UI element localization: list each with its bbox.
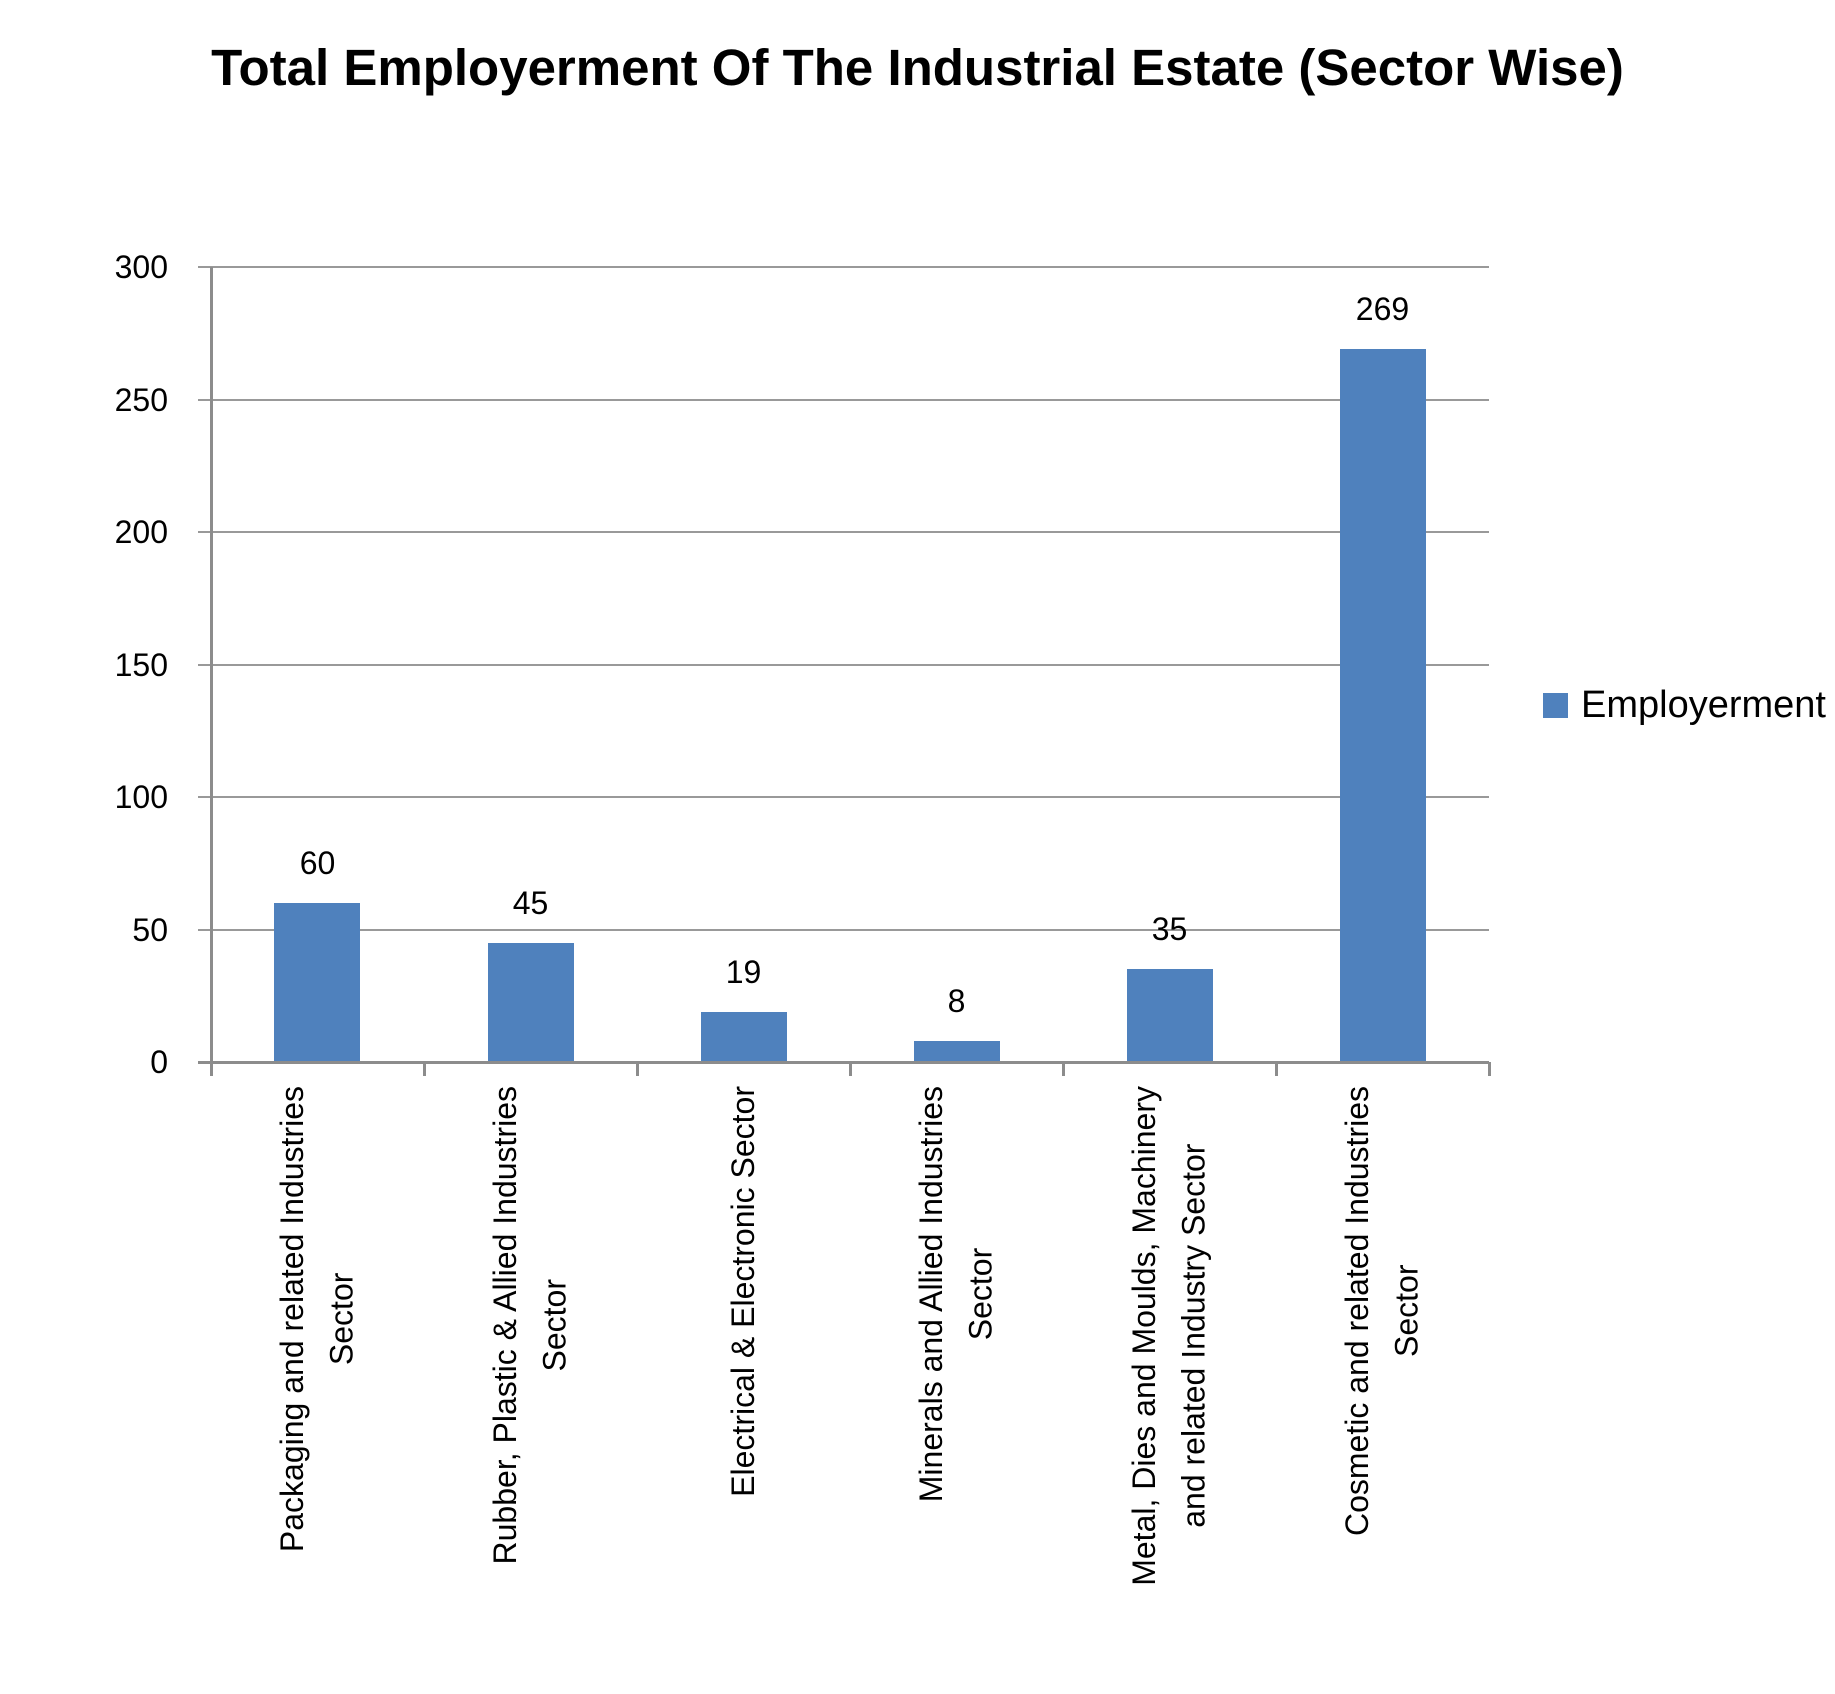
bar-value-label-5: 269 [1355, 291, 1410, 328]
y-tick-label-100: 100 [114, 779, 168, 816]
plot-area: 60 45 19 8 35 269 [198, 266, 1491, 1076]
legend-swatch [1543, 692, 1568, 718]
bar-value-label-4: 35 [1151, 911, 1188, 948]
x-axis-tick-4 [1062, 1062, 1065, 1076]
bar-2 [700, 1011, 787, 1062]
y-tick-label-0: 0 [150, 1044, 168, 1080]
x-category-cell-4: Metal, Dies and Moulds, Machinery and re… [1063, 1086, 1276, 1686]
x-axis-labels: Packaging and related Industries Sector R… [211, 1086, 1489, 1686]
legend: Employerment [1543, 686, 1826, 724]
y-axis-labels: 0 50 100 150 200 250 300 [0, 251, 168, 1078]
x-axis-tick-6 [1488, 1062, 1491, 1076]
bar-value-label-1: 45 [512, 884, 549, 921]
x-axis-tick-3 [849, 1062, 852, 1076]
x-category-label-0: Packaging and related Industries Sector [273, 1086, 360, 1553]
y-axis-line [210, 267, 213, 1076]
y-tick-label-300: 300 [114, 249, 168, 285]
x-category-cell-0: Packaging and related Industries Sector [211, 1086, 424, 1686]
gridline-100 [198, 796, 1489, 799]
gridline-200 [198, 531, 1489, 534]
x-category-cell-1: Rubber, Plastic & Allied Industries Sect… [424, 1086, 637, 1686]
x-category-label-3: Minerals and Allied Industries Sector [912, 1086, 999, 1503]
bar-3 [913, 1040, 1000, 1062]
bar-0 [274, 903, 361, 1062]
x-category-label-1: Rubber, Plastic & Allied Industries Sect… [486, 1086, 573, 1565]
chart-title: Total Employerment Of The Industrial Est… [211, 39, 1624, 96]
bar-value-label-0: 60 [299, 845, 336, 881]
x-axis-tick-1 [423, 1062, 426, 1076]
bar-value-label-3: 8 [947, 982, 966, 1019]
x-category-label-5: Cosmetic and related Industries Sector [1338, 1086, 1425, 1536]
gridline-150 [198, 663, 1489, 666]
bar-5 [1339, 349, 1426, 1062]
x-axis-line [198, 1061, 1489, 1064]
y-tick-label-250: 250 [114, 381, 168, 418]
x-category-cell-3: Minerals and Allied Industries Sector [850, 1086, 1063, 1686]
y-tick-label-200: 200 [114, 514, 168, 551]
x-category-cell-5: Cosmetic and related Industries Sector [1276, 1086, 1489, 1686]
legend-label: Employerment [1581, 684, 1826, 726]
gridline-300 [198, 266, 1489, 268]
bar-value-label-2: 19 [725, 953, 762, 990]
y-tick-label-50: 50 [132, 911, 168, 948]
y-tick-label-150: 150 [114, 646, 168, 683]
x-category-cell-2: Electrical & Electronic Sector [637, 1086, 850, 1686]
x-axis-tick-5 [1275, 1062, 1278, 1076]
gridline-250 [198, 398, 1489, 401]
bar-1 [487, 942, 574, 1062]
x-category-label-2: Electrical & Electronic Sector [724, 1086, 761, 1497]
x-axis-tick-2 [636, 1062, 639, 1076]
x-axis-tick-0 [210, 1062, 213, 1076]
gridline-50 [198, 928, 1489, 931]
x-category-label-4: Metal, Dies and Moulds, Machinery and re… [1125, 1086, 1212, 1586]
bar-4 [1126, 969, 1213, 1062]
